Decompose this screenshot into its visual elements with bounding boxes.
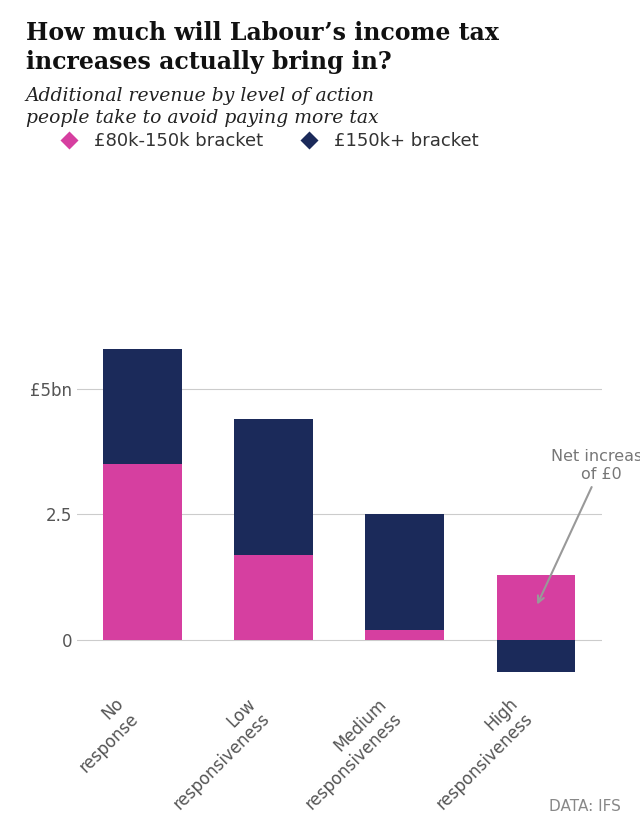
Text: How much will Labour’s income tax
increases actually bring in?: How much will Labour’s income tax increa… bbox=[26, 21, 499, 73]
Bar bbox=[497, 574, 575, 640]
Legend: £80k-150k bracket, £150k+ bracket: £80k-150k bracket, £150k+ bracket bbox=[44, 125, 486, 157]
Bar bbox=[365, 514, 444, 630]
Bar bbox=[103, 349, 182, 465]
Bar bbox=[497, 640, 575, 672]
Text: DATA: IFS: DATA: IFS bbox=[549, 799, 621, 814]
Bar bbox=[365, 630, 444, 640]
Text: Additional revenue by level of action
people take to avoid paying more tax: Additional revenue by level of action pe… bbox=[26, 87, 378, 127]
Bar bbox=[234, 554, 313, 640]
Bar bbox=[103, 465, 182, 640]
Text: Net increase
of £0: Net increase of £0 bbox=[538, 450, 640, 602]
Bar bbox=[234, 420, 313, 554]
